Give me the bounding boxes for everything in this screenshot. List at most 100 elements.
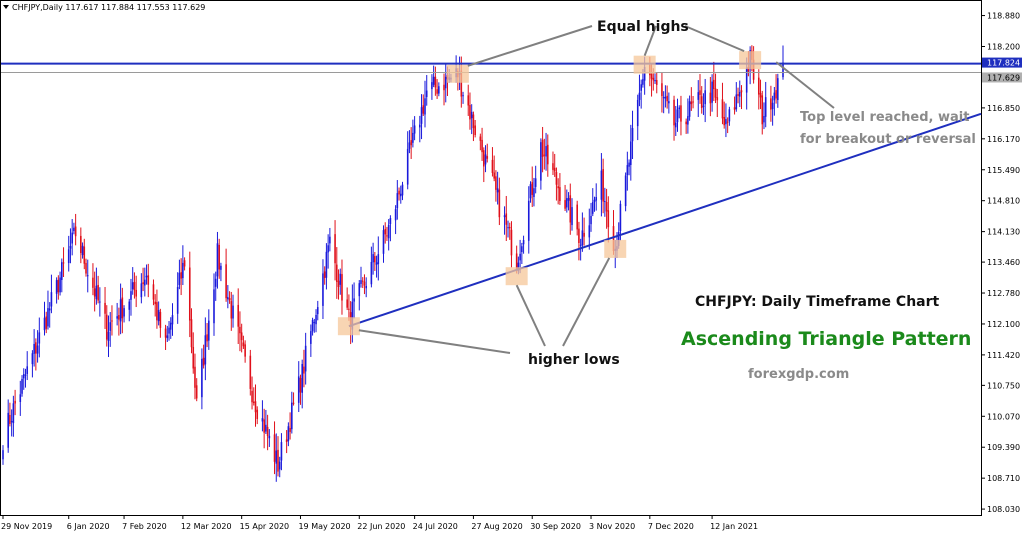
candle-body [26, 366, 29, 374]
candle [183, 257, 186, 271]
candle-body [195, 385, 198, 399]
candle [579, 238, 582, 261]
candle [529, 181, 532, 203]
candle [190, 308, 193, 354]
candle [121, 287, 124, 334]
highlight-box [505, 267, 528, 286]
candle-body [424, 98, 426, 115]
candle-body [111, 320, 113, 322]
candle-body [384, 229, 387, 235]
candle [602, 158, 604, 214]
candle [721, 82, 724, 125]
candle-body [628, 162, 630, 167]
candle [382, 225, 385, 263]
candle [713, 61, 715, 101]
candle [86, 259, 89, 293]
candle [85, 258, 87, 277]
candle-body [605, 202, 608, 212]
candle [420, 94, 423, 140]
candle-body [81, 245, 84, 256]
candle-body [256, 409, 259, 419]
candle [92, 263, 94, 296]
candle [470, 104, 473, 135]
candle [725, 103, 727, 138]
y-tick-label: 113.460 [987, 258, 1020, 267]
candle [770, 85, 772, 122]
candle-body [406, 148, 409, 185]
candle-body [225, 264, 227, 299]
candle-body [521, 246, 523, 253]
candle [761, 90, 764, 135]
candle-body [297, 376, 300, 403]
candle-body [474, 125, 476, 135]
y-tick-label: 108.030 [987, 505, 1020, 514]
candle-body [604, 201, 606, 203]
candle-body [687, 116, 689, 125]
candle-body [145, 275, 148, 278]
y-tick-label: 111.420 [987, 351, 1020, 360]
candle-body [86, 275, 89, 277]
candle [654, 72, 656, 84]
candle [180, 258, 182, 296]
candle [688, 95, 691, 121]
candle [372, 242, 374, 275]
candle-body [745, 67, 748, 93]
candle-body [73, 227, 75, 231]
candle [178, 259, 181, 290]
candle [764, 81, 767, 128]
candle [631, 110, 634, 159]
candle [687, 98, 689, 134]
candle [169, 317, 172, 339]
candle [313, 318, 316, 333]
candle [361, 277, 364, 289]
candle [164, 324, 167, 350]
candle-body [304, 345, 307, 372]
candle-body [401, 184, 404, 196]
candle-body [467, 95, 470, 106]
candle [135, 275, 137, 308]
candle [564, 184, 566, 211]
candle-body [316, 307, 319, 315]
candle [709, 76, 712, 117]
candle [311, 317, 314, 336]
candle-body [636, 99, 639, 127]
candle-body [214, 278, 217, 287]
candle-body [348, 308, 350, 310]
candle-body [752, 59, 755, 80]
candle-body [265, 424, 267, 432]
candle-body [232, 305, 234, 319]
candle-body [213, 289, 215, 324]
candle [176, 272, 179, 324]
candle-body [642, 79, 644, 85]
candle-body [204, 335, 207, 365]
candle [327, 234, 329, 269]
candle [119, 283, 122, 335]
x-tick-label: 22 Jun 2020 [357, 522, 405, 531]
candle-body [313, 322, 316, 324]
candle-body [540, 142, 542, 181]
candle [252, 387, 255, 406]
candle-body [569, 195, 572, 223]
candle [740, 85, 743, 110]
y-tick-label: 112.780 [987, 289, 1020, 298]
candle-body [171, 315, 174, 325]
candle [690, 87, 693, 111]
candle [604, 187, 606, 217]
candle [2, 445, 4, 465]
candle-body [140, 283, 143, 298]
candle-body [310, 331, 312, 344]
candle [9, 402, 11, 427]
candle-body [118, 315, 120, 320]
candle-body [590, 215, 592, 225]
leader-line [515, 284, 546, 347]
y-tick-label: 110.750 [987, 381, 1020, 390]
candle-body [97, 284, 99, 301]
candle [263, 408, 265, 449]
candle-body [602, 169, 604, 202]
candle-body [579, 244, 582, 246]
candle-body [643, 67, 646, 81]
candle-body [351, 301, 354, 330]
candle-body [566, 198, 568, 208]
candle-body [631, 128, 634, 142]
candle [533, 177, 535, 207]
